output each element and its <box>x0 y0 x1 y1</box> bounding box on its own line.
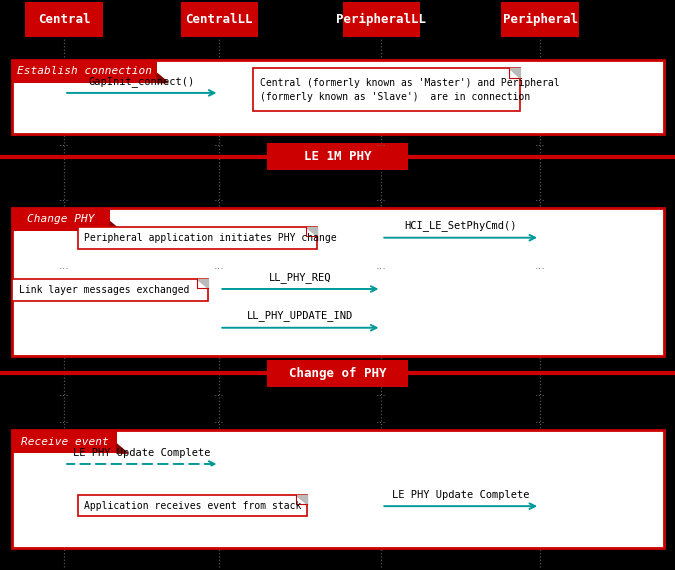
Polygon shape <box>509 68 520 78</box>
Text: ...: ... <box>59 388 70 398</box>
Polygon shape <box>157 74 168 83</box>
Text: ...: ... <box>376 388 387 398</box>
Text: PeripheralLL: PeripheralLL <box>336 13 427 26</box>
FancyBboxPatch shape <box>12 60 157 83</box>
Text: ...: ... <box>376 137 387 148</box>
Text: ...: ... <box>59 261 70 271</box>
Polygon shape <box>306 227 317 236</box>
Text: Change of PHY: Change of PHY <box>289 367 386 380</box>
Text: Application receives event from stack: Application receives event from stack <box>84 500 302 511</box>
Text: Change PHY: Change PHY <box>27 214 94 225</box>
Text: LE 1M PHY: LE 1M PHY <box>304 150 371 163</box>
Text: ...: ... <box>535 193 545 203</box>
FancyBboxPatch shape <box>12 208 110 231</box>
Text: ...: ... <box>59 137 70 148</box>
Text: Receive event: Receive event <box>21 437 108 447</box>
Polygon shape <box>296 495 307 504</box>
Text: Establish connection: Establish connection <box>18 66 153 76</box>
Text: ...: ... <box>535 137 545 148</box>
Text: Central (formerly known as 'Master') and Peripheral
(formerly known as 'Slave') : Central (formerly known as 'Master') and… <box>260 78 560 102</box>
FancyBboxPatch shape <box>267 143 408 170</box>
Text: ...: ... <box>376 261 387 271</box>
Text: ...: ... <box>214 261 225 271</box>
Text: ...: ... <box>214 193 225 203</box>
FancyBboxPatch shape <box>267 360 408 387</box>
Polygon shape <box>117 444 128 453</box>
Text: ...: ... <box>214 415 225 425</box>
FancyBboxPatch shape <box>78 495 307 516</box>
Text: Peripheral application initiates PHY change: Peripheral application initiates PHY cha… <box>84 233 337 243</box>
Text: ...: ... <box>214 388 225 398</box>
FancyBboxPatch shape <box>342 2 420 37</box>
FancyBboxPatch shape <box>12 60 664 134</box>
Text: ...: ... <box>535 415 545 425</box>
Text: LE PHY Update Complete: LE PHY Update Complete <box>73 447 211 458</box>
Polygon shape <box>197 279 208 288</box>
FancyBboxPatch shape <box>253 68 520 111</box>
Text: ...: ... <box>59 193 70 203</box>
FancyBboxPatch shape <box>78 227 317 249</box>
Text: Central: Central <box>38 13 90 26</box>
Text: LL_PHY_REQ: LL_PHY_REQ <box>269 272 331 283</box>
Text: ...: ... <box>376 415 387 425</box>
Text: ...: ... <box>214 137 225 148</box>
FancyBboxPatch shape <box>26 2 103 37</box>
Text: CentralLL: CentralLL <box>186 13 253 26</box>
FancyBboxPatch shape <box>501 2 578 37</box>
Text: ...: ... <box>535 261 545 271</box>
Text: GapInit_connect(): GapInit_connect() <box>88 76 195 87</box>
FancyBboxPatch shape <box>12 430 117 453</box>
Text: ...: ... <box>376 193 387 203</box>
Text: LL_PHY_UPDATE_IND: LL_PHY_UPDATE_IND <box>247 311 354 321</box>
Text: LE PHY Update Complete: LE PHY Update Complete <box>392 490 529 500</box>
FancyBboxPatch shape <box>12 279 208 301</box>
Text: Peripheral: Peripheral <box>502 13 578 26</box>
Text: HCI_LE_SetPhyCmd(): HCI_LE_SetPhyCmd() <box>404 221 517 231</box>
FancyBboxPatch shape <box>12 208 664 356</box>
Text: ...: ... <box>535 388 545 398</box>
FancyBboxPatch shape <box>180 2 258 37</box>
Polygon shape <box>110 222 121 231</box>
Text: ...: ... <box>59 415 70 425</box>
Text: Link layer messages exchanged: Link layer messages exchanged <box>19 285 189 295</box>
FancyBboxPatch shape <box>12 430 664 548</box>
